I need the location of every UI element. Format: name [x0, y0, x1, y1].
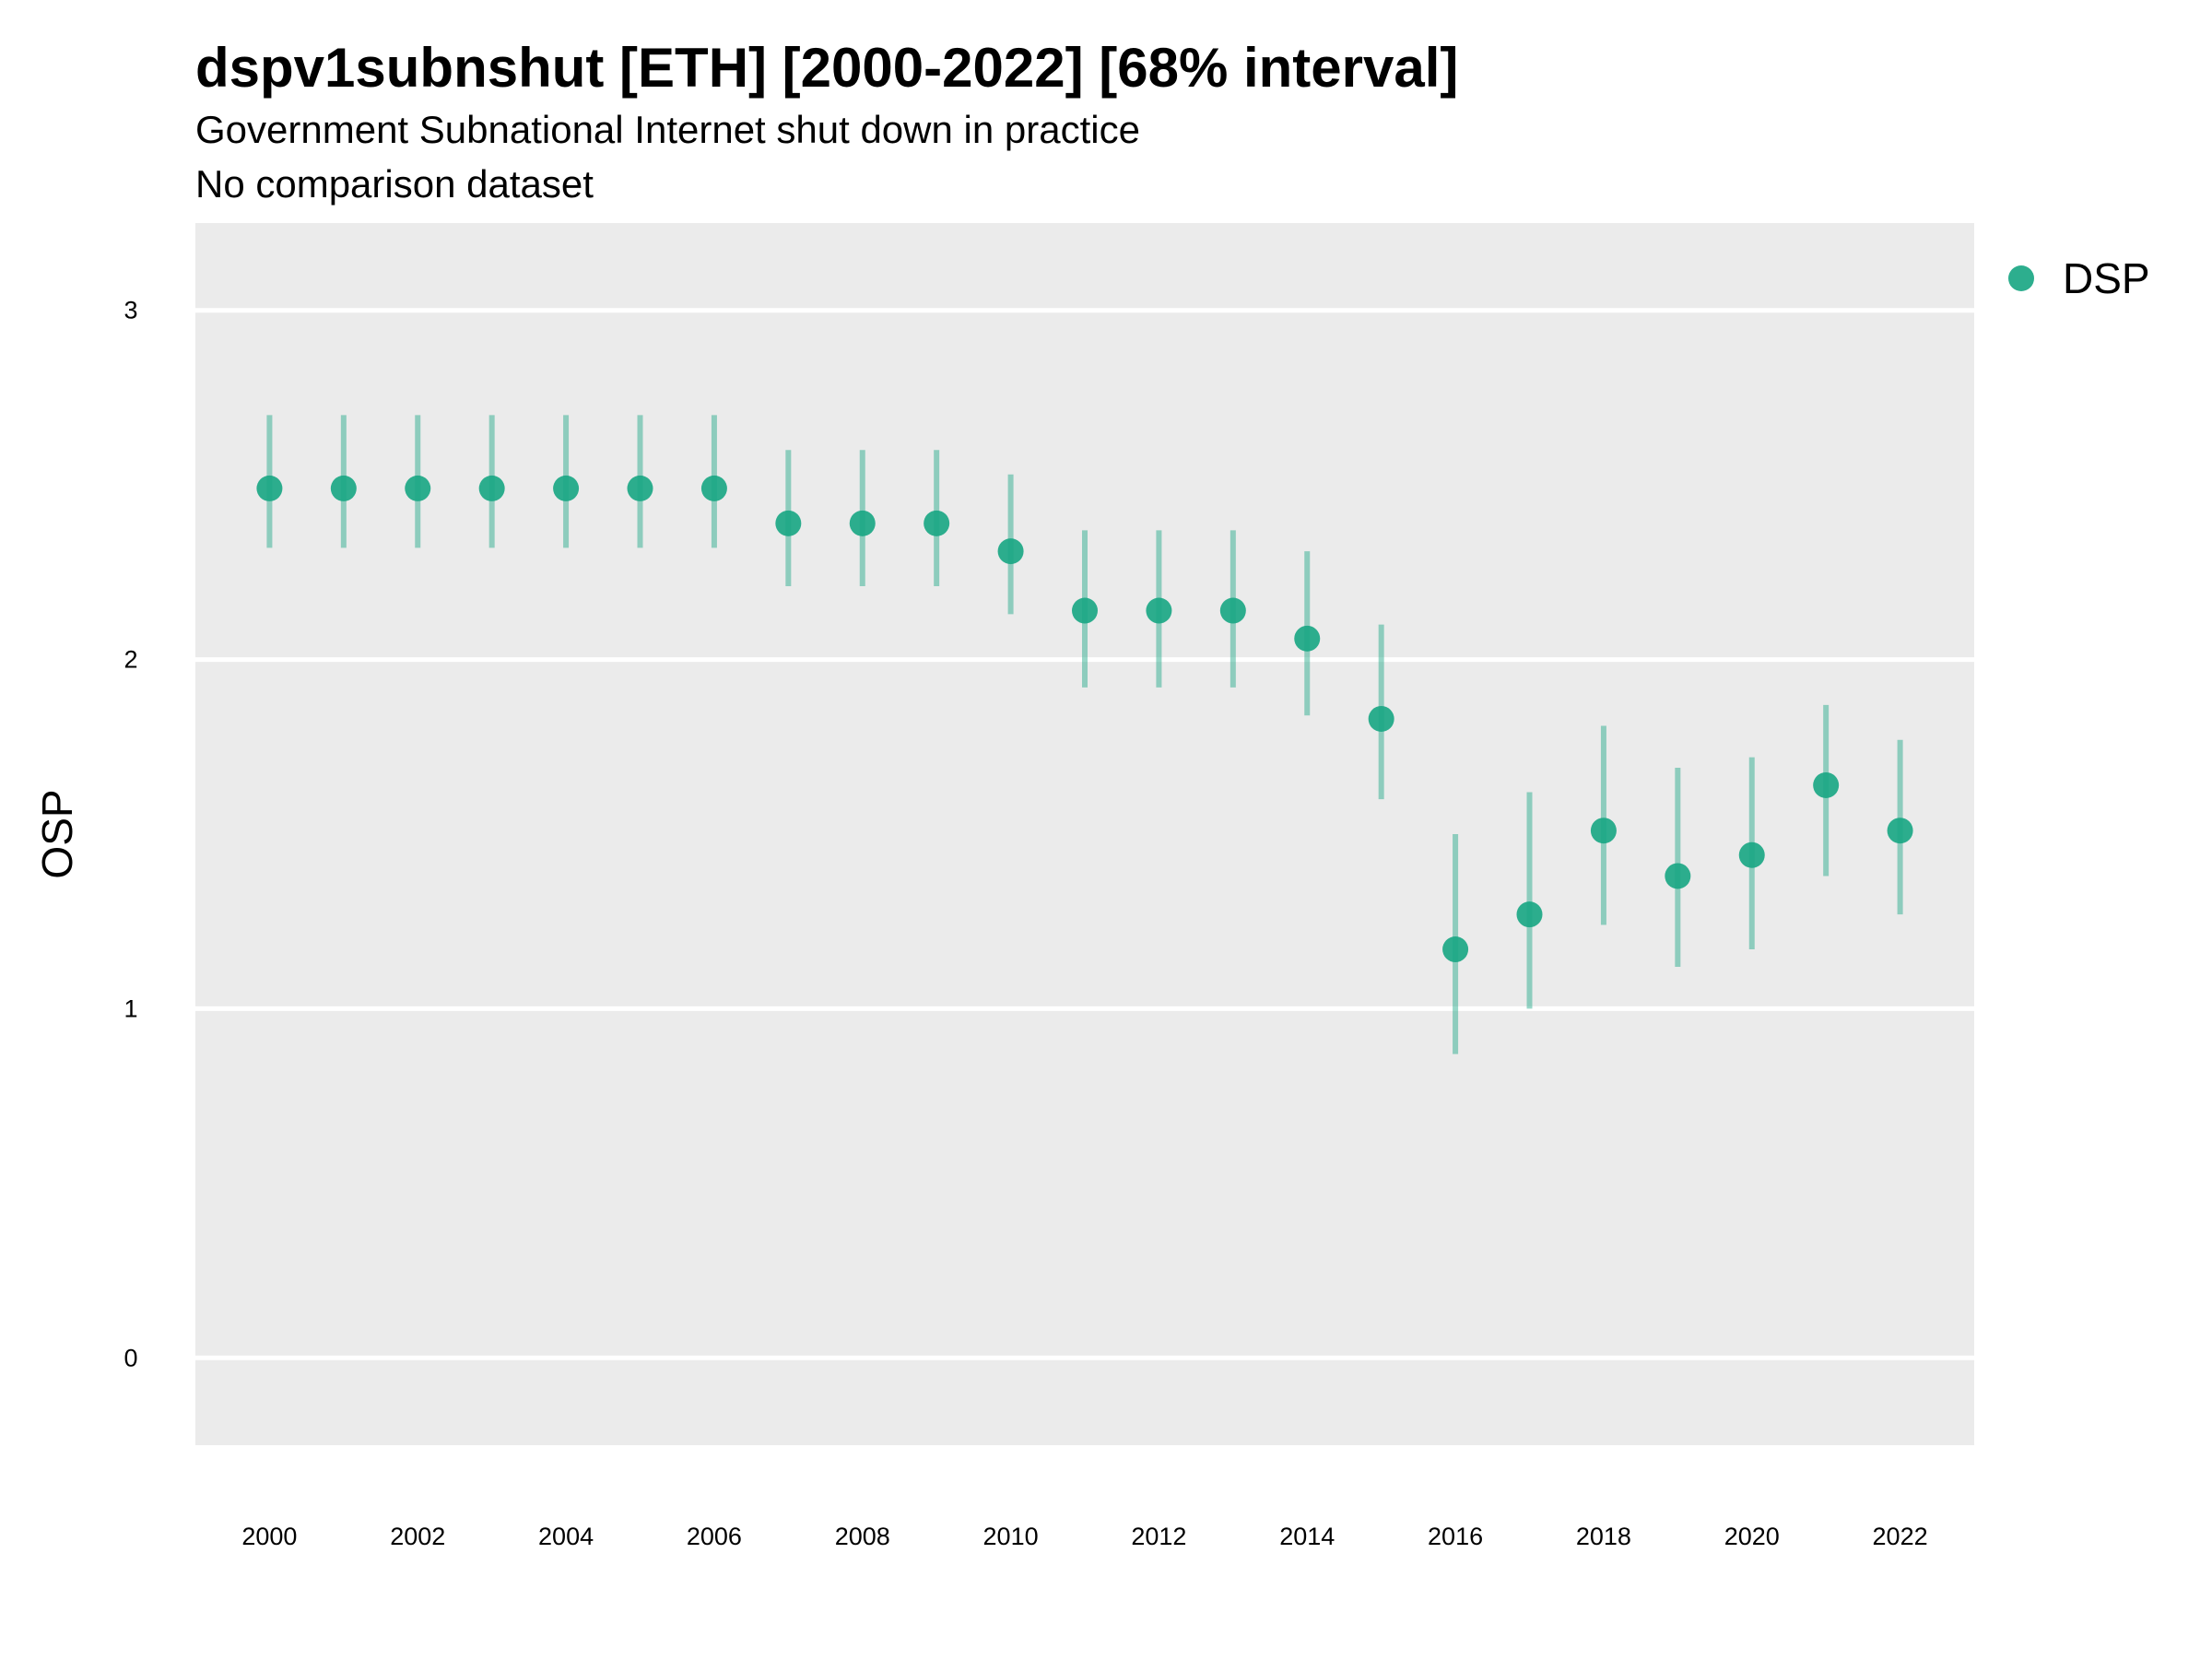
point-2020 [1738, 841, 1765, 868]
y-tick-labels: 0 1 2 3 [124, 297, 137, 1372]
x-tick-label-2008: 2008 [835, 1523, 890, 1550]
x-tick-label-2010: 2010 [983, 1523, 1039, 1550]
chart-subtitle-line-2: No comparison dataset [195, 162, 594, 206]
chart-subtitle-line-1: Government Subnational Internet shut dow… [195, 108, 1140, 151]
point-2002 [405, 475, 431, 501]
point-2022 [1887, 818, 1913, 844]
legend: DSP [2008, 254, 2150, 302]
point-2013 [1219, 597, 1246, 624]
x-tick-label-2004: 2004 [538, 1523, 594, 1550]
point-2003 [478, 475, 505, 501]
point-2008 [849, 510, 876, 536]
y-axis-label: OSP [33, 789, 81, 878]
x-tick-label-2022: 2022 [1873, 1523, 1928, 1550]
point-2015 [1368, 705, 1394, 732]
point-2006 [700, 475, 727, 501]
point-2018 [1590, 818, 1617, 844]
x-tick-labels: 2000 2002 2004 2006 2008 2010 2012 2014 2016 2018… [241, 1523, 1927, 1550]
point-2012 [1146, 597, 1172, 624]
x-tick-label-2014: 2014 [1279, 1523, 1335, 1550]
point-2014 [1294, 625, 1321, 652]
point-2001 [330, 475, 357, 501]
x-tick-label-2018: 2018 [1576, 1523, 1631, 1550]
point-2005 [627, 475, 653, 501]
x-tick-label-2012: 2012 [1131, 1523, 1186, 1550]
point-2000 [256, 475, 283, 501]
x-tick-label-2020: 2020 [1724, 1523, 1780, 1550]
estimate-points [256, 475, 1913, 963]
point-2011 [1072, 597, 1098, 624]
y-tick-label-3: 3 [124, 297, 137, 324]
plot-panel [195, 223, 1974, 1445]
y-tick-label-1: 1 [124, 994, 137, 1022]
y-gridlines [195, 308, 1974, 1360]
point-2007 [775, 510, 802, 536]
y-tick-label-0: 0 [124, 1344, 137, 1371]
x-tick-label-2002: 2002 [390, 1523, 445, 1550]
point-2021 [1813, 771, 1840, 798]
y-tick-label-2: 2 [124, 646, 137, 674]
x-tick-label-2016: 2016 [1428, 1523, 1483, 1550]
point-2009 [924, 510, 950, 536]
point-2010 [997, 538, 1024, 565]
x-tick-label-2000: 2000 [241, 1523, 297, 1550]
legend-swatch-dsp [2008, 265, 2034, 291]
chart-title: dspv1subnshut [ETH] [2000-2022] [68% int… [195, 37, 1458, 99]
x-tick-label-2006: 2006 [687, 1523, 742, 1550]
point-2016 [1442, 936, 1469, 963]
legend-label-dsp: DSP [2063, 254, 2150, 302]
point-2017 [1516, 901, 1543, 928]
point-2019 [1665, 863, 1691, 889]
point-2004 [553, 475, 580, 501]
